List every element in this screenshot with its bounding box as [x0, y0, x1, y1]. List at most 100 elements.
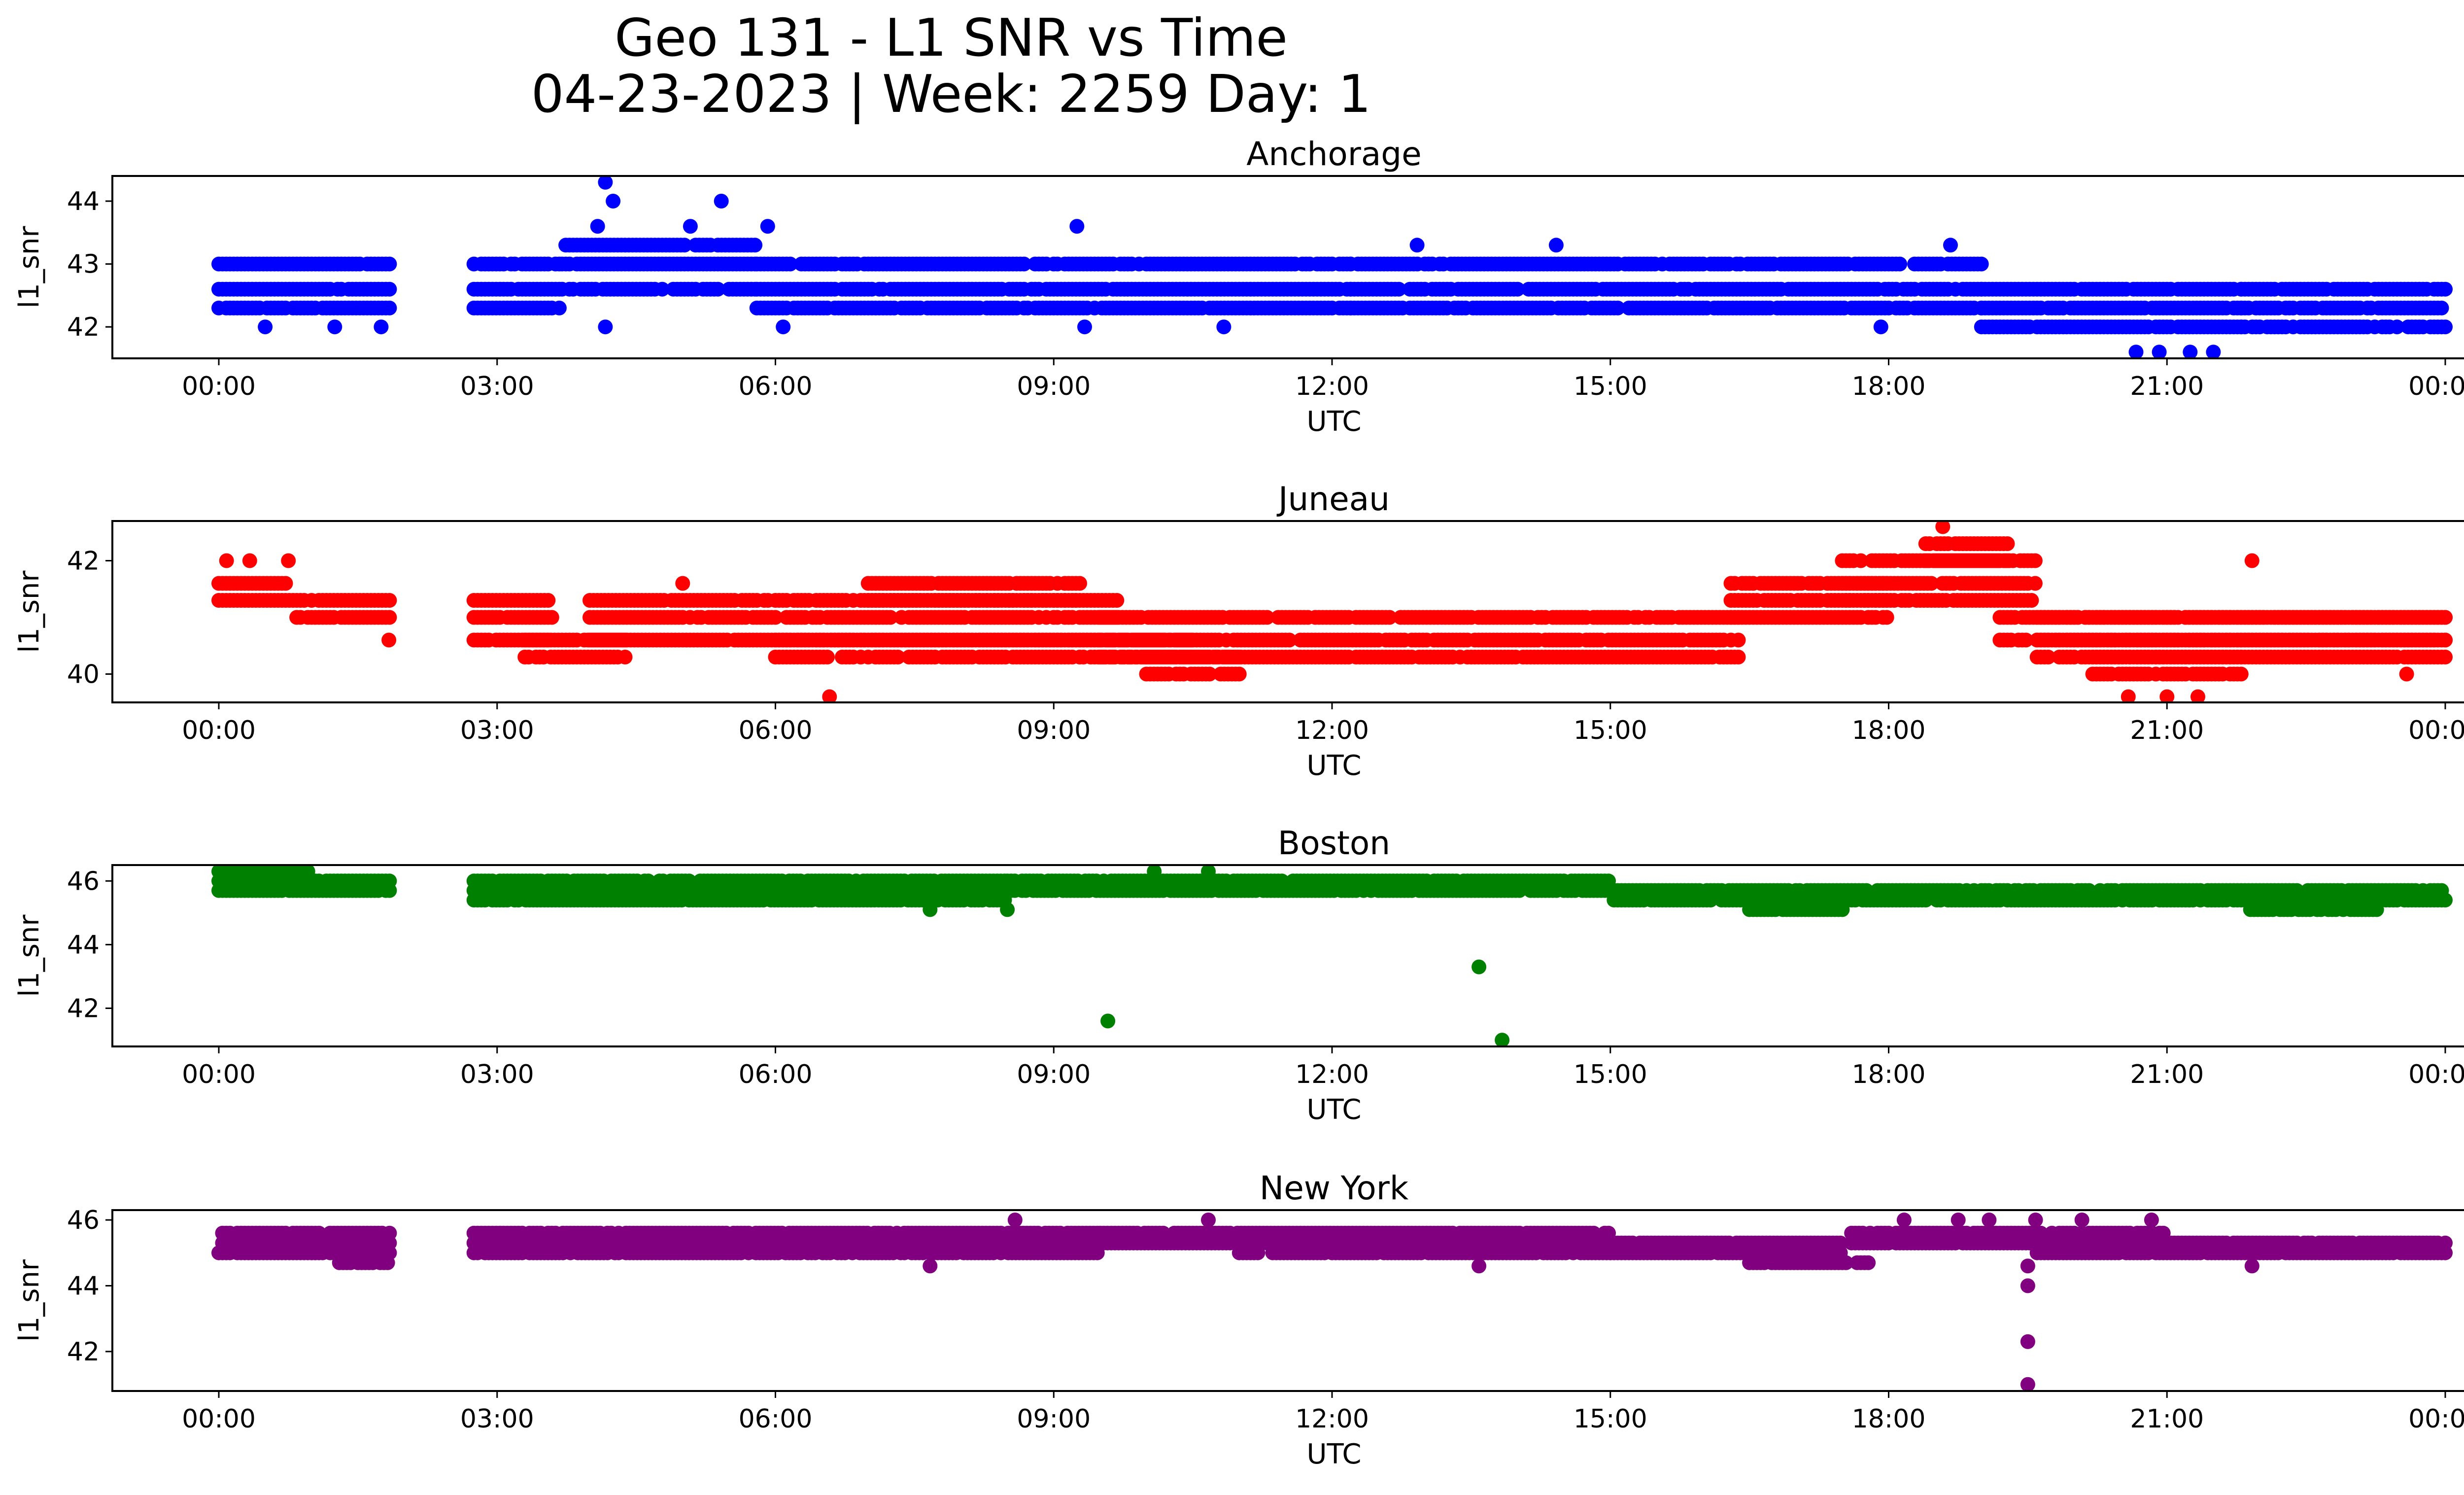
data-point: [2233, 666, 2249, 682]
x-tick-label: 12:00: [1295, 372, 1369, 401]
x-tick-label: 15:00: [1574, 372, 1647, 401]
data-point: [2390, 319, 2405, 335]
data-point: [2438, 650, 2453, 664]
data-point: [2019, 632, 2034, 648]
data-point: [748, 238, 763, 253]
data-point: [382, 610, 397, 625]
x-tick-label: 15:00: [1574, 716, 1647, 745]
x-tick-label: 12:00: [1295, 716, 1369, 745]
subplot-title: Anchorage: [1246, 135, 1422, 173]
x-tick-label: 21:00: [2130, 716, 2204, 745]
data-point: [242, 553, 257, 568]
data-point: [783, 256, 798, 272]
data-point: [2256, 610, 2271, 625]
axes-frame: [111, 175, 2464, 359]
data-point: [281, 553, 296, 568]
data-point: [2027, 576, 2043, 591]
data-point: [374, 319, 389, 335]
figure-title-line1: Geo 131 - L1 SNR vs Time: [615, 8, 1288, 68]
data-point: [381, 632, 397, 648]
data-point: [1853, 553, 1868, 568]
data-point: [820, 650, 835, 664]
data-point: [1610, 300, 1625, 315]
data-point: [890, 650, 905, 664]
data-point: [883, 610, 898, 625]
y-tick-label: 44: [67, 187, 100, 216]
data-point: [382, 281, 397, 297]
data-point: [1068, 593, 1084, 608]
data-point: [551, 300, 567, 315]
y-tick-label: 43: [67, 250, 100, 279]
data-point: [1892, 256, 1908, 272]
data-point: [677, 238, 692, 253]
y-axis-label: l1_snr: [13, 570, 45, 653]
data-point: [2233, 650, 2249, 664]
data-point: [1974, 256, 1989, 272]
data-point: [710, 281, 725, 297]
data-point: [822, 689, 837, 702]
data-point: [544, 610, 559, 625]
data-point: [590, 219, 605, 234]
x-tick-label: 21:00: [2130, 372, 2204, 401]
data-point: [2000, 553, 2015, 568]
figure-title-line2: 04-23-2023 | Week: 2259 Day: 1: [531, 64, 1371, 125]
data-point: [760, 219, 775, 234]
data-point: [1260, 610, 1275, 625]
data-point: [2024, 593, 2039, 608]
data-point: [654, 281, 670, 297]
data-point: [714, 194, 729, 209]
data-point: [2244, 553, 2259, 568]
scatter-points: [211, 865, 2453, 1046]
data-point: [2121, 689, 2136, 702]
axes-frame: [111, 520, 2464, 703]
x-tick-label: 03:00: [460, 372, 534, 401]
data-point: [382, 873, 397, 889]
x-tick-label: 00:00: [182, 716, 256, 745]
data-point: [1935, 521, 1951, 534]
data-point: [382, 256, 397, 272]
data-point: [1232, 666, 1247, 682]
data-point: [1232, 650, 1247, 664]
data-point: [675, 576, 690, 591]
data-point: [1216, 319, 1232, 335]
data-point: [327, 319, 342, 335]
y-axis-label: l1_snr: [13, 226, 45, 309]
x-tick-label: 00:00: [2408, 372, 2464, 401]
data-point: [598, 176, 613, 190]
x-tick-label: 00:00: [2408, 716, 2464, 745]
data-point: [2159, 689, 2175, 702]
data-point: [1731, 650, 1746, 664]
data-point: [2027, 553, 2043, 568]
data-point: [1879, 610, 1894, 625]
data-point: [2041, 650, 2056, 664]
data-point: [1072, 576, 1087, 591]
data-point: [278, 576, 293, 591]
data-point: [258, 319, 273, 335]
x-tick-label: 00:00: [182, 372, 256, 401]
y-tick-label: 42: [67, 547, 100, 576]
data-point: [2438, 281, 2453, 297]
x-axis-label: UTC: [1306, 406, 1361, 438]
data-point: [768, 610, 783, 625]
data-point: [2128, 345, 2144, 358]
x-tick-label: 06:00: [739, 716, 813, 745]
subplot-title: Boston: [1278, 824, 1390, 862]
data-point: [2183, 345, 2198, 358]
data-point: [2167, 610, 2182, 625]
x-tick-label: 06:00: [739, 372, 813, 401]
x-tick-label: 18:00: [1852, 716, 1926, 745]
data-point: [1024, 593, 1039, 608]
x-axis-label: UTC: [1306, 750, 1361, 782]
data-point: [2438, 632, 2453, 648]
data-point: [1382, 610, 1397, 625]
x-tick-label: 18:00: [1852, 372, 1926, 401]
data-point: [541, 593, 556, 608]
data-point: [1943, 238, 1958, 253]
data-point: [1282, 632, 1297, 648]
data-point: [219, 553, 234, 568]
scatter-points: [211, 521, 2453, 702]
data-point: [382, 593, 397, 608]
